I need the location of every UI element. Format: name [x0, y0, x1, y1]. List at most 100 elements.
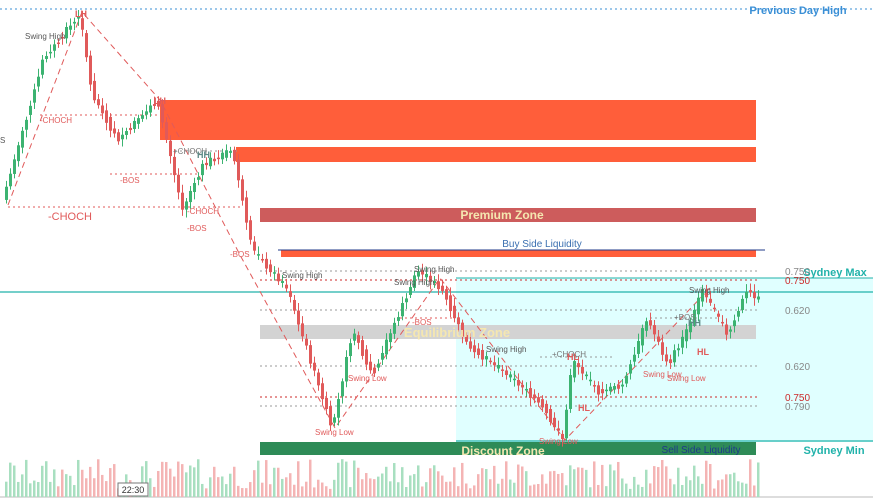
candle-body	[313, 362, 316, 371]
volume-bar	[333, 479, 336, 497]
volume-bar	[205, 488, 208, 497]
candle-body	[301, 323, 304, 337]
volume-bar	[317, 479, 320, 497]
candle-body	[365, 349, 368, 365]
volume-bar	[745, 483, 748, 497]
volume-bar	[329, 488, 332, 497]
volume-bar	[525, 471, 528, 497]
candle-body	[513, 378, 516, 381]
volume-bar	[305, 481, 308, 497]
candle-body	[257, 254, 260, 256]
volume-bar	[457, 486, 460, 497]
discount-zone-label: Discount Zone	[461, 444, 545, 458]
volume-bar	[33, 480, 36, 497]
volume-bar	[589, 487, 592, 497]
volume-bar	[609, 464, 612, 497]
volume-bar	[537, 484, 540, 497]
volume-bar	[597, 484, 600, 497]
candle-body	[221, 152, 224, 160]
candle-body	[89, 55, 92, 85]
candle-body	[145, 111, 148, 115]
structure-label: -CHOCH	[187, 207, 219, 216]
structure-label: Swing High	[25, 32, 65, 41]
candle-body	[61, 36, 64, 39]
candle-body	[53, 44, 56, 51]
volume-bar	[741, 482, 744, 497]
volume-bar	[349, 487, 352, 497]
candle-body	[549, 408, 552, 423]
candle-body	[689, 321, 692, 333]
candle-body	[217, 157, 220, 160]
candle-body	[753, 292, 756, 299]
candle-body	[25, 119, 28, 130]
candle-body	[617, 384, 620, 389]
volume-bar	[593, 461, 596, 497]
volume-bar	[513, 482, 516, 497]
volume-bar	[729, 474, 732, 497]
candle-body	[745, 291, 748, 299]
volume-bar	[369, 478, 372, 497]
volume-bar	[605, 486, 608, 497]
structure-label: Swing Low	[539, 437, 578, 446]
candle-body	[437, 281, 440, 290]
volume-bar	[93, 478, 96, 497]
sydney-max-label: Sydney Max	[803, 267, 867, 279]
volume-bar	[409, 475, 412, 497]
candle-body	[625, 375, 628, 384]
candles	[5, 10, 760, 447]
candle-body	[233, 149, 236, 162]
candle-body	[633, 354, 636, 362]
candle-body	[709, 298, 712, 303]
candle-body	[29, 105, 32, 115]
candle-body	[133, 120, 136, 130]
volume-bar	[685, 476, 688, 497]
volume-bar	[73, 485, 76, 497]
volume-bar	[193, 467, 196, 497]
candle-body	[621, 384, 624, 387]
candle-body	[113, 128, 116, 134]
volume-bar	[721, 479, 724, 497]
volume-bar	[501, 478, 504, 497]
candle-body	[265, 258, 268, 269]
volume-bar	[141, 466, 144, 497]
volume-bar	[733, 472, 736, 497]
candle-body	[409, 287, 412, 295]
candle-body	[125, 131, 128, 135]
candle-body	[441, 285, 444, 292]
volume-bar	[281, 478, 284, 497]
volume-bar	[657, 467, 660, 497]
candle-body	[141, 115, 144, 119]
candle-body	[401, 303, 404, 317]
volume-bar	[673, 484, 676, 497]
volume-bar	[309, 459, 312, 497]
candle-body	[297, 310, 300, 325]
volume-bar	[633, 476, 636, 497]
candle-body	[33, 89, 36, 103]
volume-bar	[365, 473, 368, 497]
candle-body	[369, 361, 372, 371]
candle-body	[413, 275, 416, 288]
structure-label: Swing Low	[315, 428, 354, 437]
candle-body	[325, 397, 328, 409]
volume-bar	[665, 466, 668, 497]
volume-bar	[389, 481, 392, 497]
volume-bar	[289, 473, 292, 497]
volume-bar	[113, 464, 116, 497]
candle-body	[649, 320, 652, 326]
structure-label: HL	[578, 403, 590, 413]
candle-body	[189, 190, 192, 203]
volume-bar	[361, 479, 364, 497]
candle-body	[309, 345, 312, 364]
fib-label: 0.750	[785, 276, 810, 287]
candle-body	[509, 374, 512, 378]
timestamp-box	[117, 482, 149, 497]
volume-bar	[705, 460, 708, 497]
candle-body	[749, 290, 752, 293]
volume-bar	[265, 460, 268, 497]
candle-body	[289, 291, 292, 297]
volume-bar	[517, 464, 520, 497]
volume-bar	[201, 483, 204, 497]
candle-body	[45, 56, 48, 59]
volume-bar	[173, 476, 176, 497]
